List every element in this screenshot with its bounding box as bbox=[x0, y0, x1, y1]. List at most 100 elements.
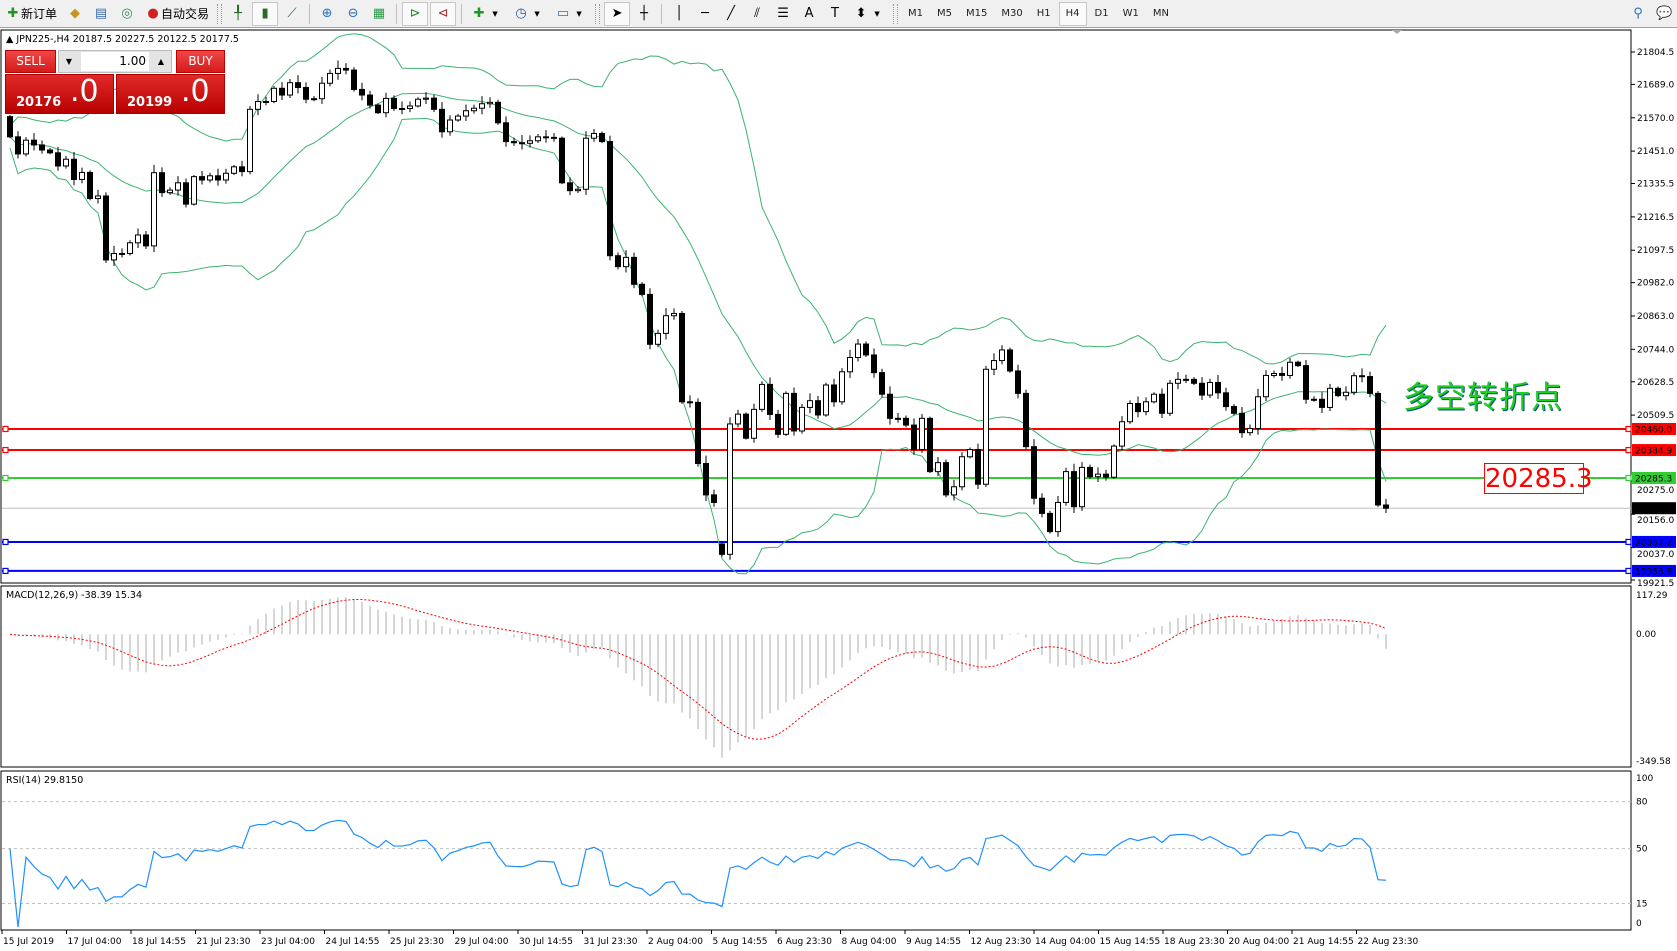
price-tag-label: 20177.5 bbox=[1635, 505, 1672, 515]
trendline-button[interactable]: ╱ bbox=[719, 2, 743, 26]
search-button[interactable]: ⚲ bbox=[1626, 2, 1650, 26]
candle bbox=[39, 140, 45, 154]
equidistant-channel-button[interactable]: ⫽ bbox=[745, 2, 769, 26]
candle bbox=[95, 189, 101, 204]
signals-button[interactable]: ◎ bbox=[115, 2, 139, 26]
horizontal-line-button[interactable]: ─ bbox=[693, 2, 717, 26]
candle-body bbox=[351, 69, 357, 90]
candle-body bbox=[1247, 427, 1253, 434]
candle bbox=[247, 105, 253, 175]
candle bbox=[71, 151, 77, 186]
lot-size-input[interactable]: 1.00 bbox=[81, 52, 149, 71]
candle bbox=[631, 252, 637, 289]
zoom-out-button[interactable]: ⊖ bbox=[341, 2, 365, 26]
price-axis-label: 21689.0 bbox=[1637, 80, 1674, 90]
periods-button[interactable]: ◷ ▼ bbox=[509, 2, 549, 26]
candle-body bbox=[1231, 406, 1237, 414]
candle-body bbox=[1023, 392, 1029, 448]
auto-trading-icon: ● bbox=[147, 5, 159, 21]
candle bbox=[215, 168, 221, 186]
candle bbox=[423, 92, 429, 104]
timeframe-h1[interactable]: H1 bbox=[1036, 8, 1051, 19]
candle-body bbox=[1263, 374, 1269, 398]
level-handle-left[interactable] bbox=[2, 446, 9, 454]
level-handle-right[interactable] bbox=[1625, 567, 1632, 575]
chart-shift-button[interactable]: ⊳ bbox=[402, 1, 429, 26]
timeframe-h4[interactable]: H4 bbox=[1058, 1, 1087, 26]
crosshair-button[interactable]: ┼ bbox=[632, 2, 656, 26]
timeframe-mn[interactable]: MN bbox=[1152, 8, 1169, 19]
toolbar-grip[interactable] bbox=[217, 3, 223, 24]
new-order-button[interactable]: ✚ 新订单 bbox=[1, 2, 61, 26]
annotation-text[interactable]: 多空转折点 bbox=[1403, 380, 1563, 416]
text-label-button[interactable]: T bbox=[823, 2, 847, 26]
timeframe-m30[interactable]: M30 bbox=[1001, 8, 1023, 19]
timeframe-m5[interactable]: M5 bbox=[937, 8, 953, 19]
candle-body bbox=[1367, 376, 1373, 394]
level-handle-left[interactable] bbox=[2, 538, 9, 546]
level-handle-left[interactable] bbox=[2, 425, 9, 433]
fibonacci-button[interactable]: ☰ bbox=[771, 2, 795, 26]
candle-body bbox=[1103, 473, 1109, 478]
candle bbox=[871, 348, 877, 378]
toolbar-grip[interactable] bbox=[595, 3, 601, 24]
level-handle-right[interactable] bbox=[1625, 538, 1632, 546]
chat-button[interactable]: 💬 bbox=[1652, 2, 1676, 26]
candle bbox=[1167, 379, 1173, 416]
line-chart-button[interactable]: ⟋ bbox=[280, 2, 304, 26]
level-handle-left[interactable] bbox=[2, 474, 9, 482]
tile-windows-button[interactable]: ▦ bbox=[367, 2, 391, 26]
auto-trading-button[interactable]: ● 自动交易 bbox=[141, 2, 213, 26]
buy-price-main: 20199 bbox=[127, 95, 173, 110]
level-handle-left[interactable] bbox=[2, 567, 9, 575]
cursor-button[interactable]: ➤ bbox=[604, 1, 631, 26]
buy-price[interactable]: 20199 .0 bbox=[116, 74, 225, 114]
sell-button[interactable]: SELL bbox=[5, 50, 56, 73]
text-button[interactable]: A bbox=[797, 2, 821, 26]
autoscroll-button[interactable]: ⊲ bbox=[430, 1, 457, 26]
candle bbox=[1311, 396, 1317, 402]
level-handle-right[interactable] bbox=[1625, 425, 1632, 433]
candle-body bbox=[231, 166, 237, 174]
buy-button[interactable]: BUY bbox=[176, 50, 225, 73]
candle bbox=[87, 170, 93, 201]
market-watch-button[interactable]: ▤ bbox=[89, 2, 113, 26]
lot-decrease-button[interactable]: ▼ bbox=[65, 57, 73, 66]
chart-shift-marker[interactable] bbox=[1392, 30, 1402, 34]
timeframe-w1[interactable]: W1 bbox=[1122, 8, 1139, 19]
price-tag-label: 20460.0 bbox=[1635, 425, 1672, 435]
macd-axis-label: 0.00 bbox=[1636, 630, 1656, 640]
timeframe-m15[interactable]: M15 bbox=[966, 8, 988, 19]
level-handle-right[interactable] bbox=[1625, 446, 1632, 454]
sell-price[interactable]: 20176 .0 bbox=[5, 74, 114, 114]
level-handle-right[interactable] bbox=[1625, 474, 1632, 482]
zoom-in-button[interactable]: ⊕ bbox=[315, 2, 339, 26]
lot-size-stepper[interactable]: ▼ 1.00 ▲ bbox=[58, 50, 172, 73]
candle bbox=[527, 135, 533, 148]
indicators-button[interactable]: ✚ ▼ bbox=[467, 2, 507, 26]
candle-body bbox=[1135, 402, 1141, 413]
candle-body bbox=[359, 88, 365, 96]
bar-chart-button[interactable]: ╀ bbox=[226, 2, 250, 26]
candle-body bbox=[1015, 370, 1021, 394]
arrows-button[interactable]: ⬍ ▼ bbox=[849, 2, 889, 26]
annotation-price-label[interactable]: 20285.3 bbox=[1484, 463, 1593, 494]
candle-body bbox=[831, 384, 837, 403]
lot-increase-button[interactable]: ▲ bbox=[157, 57, 165, 66]
candle bbox=[1023, 389, 1029, 450]
candlestick-button[interactable]: ▮ bbox=[252, 1, 279, 26]
timeframe-d1[interactable]: D1 bbox=[1094, 8, 1109, 19]
timeframe-m1[interactable]: M1 bbox=[908, 8, 924, 19]
candle-body bbox=[263, 100, 269, 103]
templates-button[interactable]: ▭ ▼ bbox=[551, 2, 591, 26]
price-tag-label: 20285.3 bbox=[1635, 474, 1672, 484]
candle bbox=[647, 288, 653, 350]
toolbar-grip[interactable] bbox=[893, 3, 899, 24]
candle-body bbox=[1151, 393, 1157, 403]
vertical-line-button[interactable]: │ bbox=[667, 2, 691, 26]
symbol-info: ▲ JPN225-,H4 20187.5 20227.5 20122.5 201… bbox=[6, 34, 239, 45]
candle bbox=[143, 231, 149, 250]
gold-bars-button[interactable]: ◆ bbox=[63, 2, 87, 26]
candle-body bbox=[391, 97, 397, 110]
